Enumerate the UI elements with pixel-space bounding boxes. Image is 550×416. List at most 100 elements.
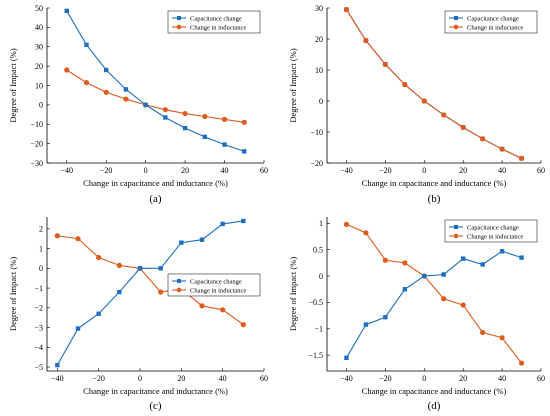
series-line-inductance [346, 223, 522, 364]
data-point-capacitance [460, 256, 466, 261]
y-tick-label: 0 [319, 272, 323, 281]
legend-box [444, 10, 538, 34]
y-tick-label: −1 [34, 284, 43, 293]
y-axis-label: Degree of Impact (%) [288, 48, 298, 123]
x-tick-label: 20 [459, 374, 467, 383]
series-line-inductance [345, 9, 522, 159]
data-point-inductance [75, 236, 81, 242]
x-tick-label: −20 [379, 374, 392, 383]
data-point-inductance [460, 124, 466, 130]
x-tick-label: 40 [498, 166, 506, 175]
data-point-capacitance [137, 266, 143, 271]
data-point-capacitance [103, 67, 109, 73]
data-point-inductance [199, 303, 205, 309]
legend-marker [176, 287, 182, 293]
series-line-capacitance [66, 10, 245, 152]
data-point-capacitance [480, 262, 485, 267]
x-tick-label: −20 [100, 166, 113, 175]
data-point-inductance [221, 116, 228, 123]
data-point-capacitance [202, 134, 208, 140]
y-tick-label: −2 [34, 304, 43, 313]
y-tick-label: 20 [35, 62, 43, 71]
data-point-capacitance [241, 218, 246, 224]
y-tick-label: −10 [310, 128, 323, 137]
y-tick-label: −0.5 [308, 298, 323, 307]
data-point-inductance [158, 289, 164, 295]
panel-label: (c) [149, 400, 162, 412]
chart-panel: −40 −20 0 20 40 60 −30 −20 −10 0 10 20 30 40 50 Change … [8, 4, 268, 205]
y-axis-label: Degree of Impact (%) [8, 48, 18, 123]
y-tick-label: 1 [319, 219, 323, 228]
legend-entry-label: Capacitance change [190, 278, 242, 285]
legend-marker [177, 16, 181, 20]
legend: Capacitance change Change in inductance [167, 273, 261, 297]
y-tick-label: −5 [34, 363, 43, 372]
x-tick-label: 20 [181, 166, 189, 175]
data-point-inductance [402, 260, 408, 266]
data-point-inductance [499, 335, 505, 341]
data-point-inductance [240, 322, 246, 328]
data-point-capacitance [158, 266, 163, 271]
legend: Capacitance change Change in inductance [444, 10, 538, 34]
x-tick-label: 20 [459, 166, 467, 175]
data-point-inductance [343, 221, 350, 227]
x-tick-label: −20 [92, 374, 105, 383]
x-tick-label: 60 [537, 374, 545, 383]
data-point-capacitance [55, 362, 60, 368]
data-point-inductance [518, 155, 525, 161]
data-point-capacitance [220, 221, 225, 227]
legend-marker [453, 24, 459, 30]
legend-marker [453, 233, 459, 239]
data-point-inductance [480, 136, 486, 142]
y-tick-label: −20 [310, 159, 323, 168]
data-point-capacitance [75, 326, 81, 331]
x-tick-label: 40 [221, 166, 229, 175]
x-tick-label: −40 [51, 374, 64, 383]
x-tick-label: 20 [177, 374, 185, 383]
data-point-inductance [441, 296, 447, 302]
x-tick-label: 60 [260, 166, 268, 175]
x-tick-label: 0 [422, 374, 426, 383]
data-point-inductance [83, 79, 90, 86]
x-tick-label: 60 [537, 166, 545, 175]
y-axis-label: Degree of Impact (%) [8, 257, 18, 332]
legend-marker [454, 225, 458, 229]
legend-marker [177, 278, 181, 283]
y-tick-label: 0 [319, 97, 323, 106]
legend-entry-label: Capacitance change [467, 15, 519, 22]
x-tick-label: −40 [340, 166, 353, 175]
data-point-inductance [382, 257, 388, 263]
chart-panel: −40 −20 0 20 40 60 −20 −10 0 10 20 30 Change in capa… [288, 4, 545, 205]
legend-box [444, 219, 538, 243]
data-point-inductance [103, 89, 109, 95]
data-point-capacitance [179, 240, 184, 245]
series-line-capacitance [56, 220, 244, 366]
x-tick-label: 40 [498, 374, 506, 383]
y-tick-label: 30 [35, 43, 43, 52]
data-point-capacitance [163, 115, 168, 120]
series-line-inductance [66, 69, 245, 123]
x-tick-label: 40 [219, 374, 227, 383]
data-point-inductance [220, 307, 226, 313]
panel-label: (b) [428, 193, 441, 205]
y-tick-label: 50 [35, 4, 43, 13]
y-tick-label: −10 [30, 120, 43, 129]
x-axis-label: Change in capacitance and inductance (%) [362, 386, 507, 396]
data-point-capacitance [143, 102, 148, 108]
x-tick-label: −40 [340, 374, 353, 383]
data-point-capacitance [402, 287, 408, 292]
x-tick-label: 0 [144, 166, 148, 175]
y-axis-label: Degree of Impact (%) [288, 257, 298, 332]
x-axis-label: Change in capacitance and inductance (%) [362, 178, 507, 188]
data-point-inductance [96, 254, 102, 261]
data-point-inductance [116, 262, 122, 268]
data-point-inductance [123, 96, 129, 102]
y-tick-label: 20 [315, 35, 323, 44]
y-tick-label: −1.5 [308, 351, 323, 360]
x-axis-label: Change in capacitance and inductance (%) [83, 178, 228, 188]
panel-label: (d) [428, 400, 441, 412]
y-tick-label: 0.5 [313, 245, 323, 254]
data-point-capacitance [383, 315, 388, 320]
